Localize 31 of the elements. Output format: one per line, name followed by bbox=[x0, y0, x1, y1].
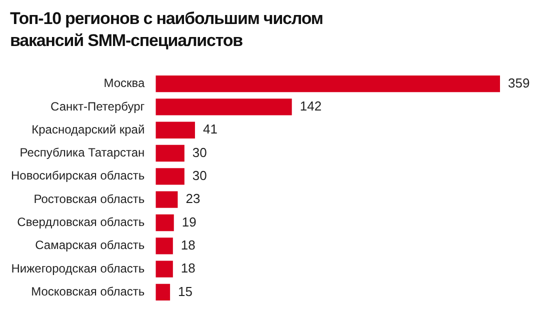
y-tick-label: Краснодарский край bbox=[32, 122, 145, 136]
y-tick-label: Новосибирская область bbox=[10, 168, 145, 183]
bar bbox=[156, 144, 184, 162]
data-label: 18 bbox=[180, 260, 196, 276]
y-tick-label: Самарская область bbox=[35, 238, 145, 252]
bar bbox=[156, 168, 184, 185]
data-label: 30 bbox=[192, 144, 207, 160]
bar bbox=[156, 191, 178, 208]
y-tick-label: Москва bbox=[104, 76, 145, 90]
bar bbox=[156, 98, 292, 116]
data-label: 30 bbox=[192, 168, 207, 183]
bar bbox=[156, 75, 500, 92]
y-tick-label: Свердловская область bbox=[17, 215, 145, 230]
data-label: 41 bbox=[202, 122, 218, 137]
bar bbox=[156, 260, 173, 278]
data-label: 23 bbox=[186, 191, 200, 206]
data-label: 15 bbox=[178, 284, 193, 299]
bar bbox=[156, 214, 174, 232]
y-tick-label: Санкт-Петербург bbox=[50, 99, 146, 114]
data-label: 142 bbox=[300, 98, 322, 114]
y-tick-label: Республика Татарстан bbox=[20, 146, 145, 160]
chart-title: Топ-10 регионов с наибольшим числом вакансий SMM-специалистов bbox=[10, 8, 324, 52]
bar bbox=[156, 238, 173, 254]
data-label: 359 bbox=[508, 75, 530, 90]
bar bbox=[156, 122, 195, 138]
data-label: 19 bbox=[182, 214, 196, 230]
y-tick-label: Ростовская область bbox=[34, 192, 145, 206]
y-tick-label: Московская область bbox=[31, 284, 145, 299]
data-label: 18 bbox=[180, 237, 196, 252]
y-tick-label: Нижегородская область bbox=[11, 261, 145, 276]
bar bbox=[156, 284, 170, 301]
